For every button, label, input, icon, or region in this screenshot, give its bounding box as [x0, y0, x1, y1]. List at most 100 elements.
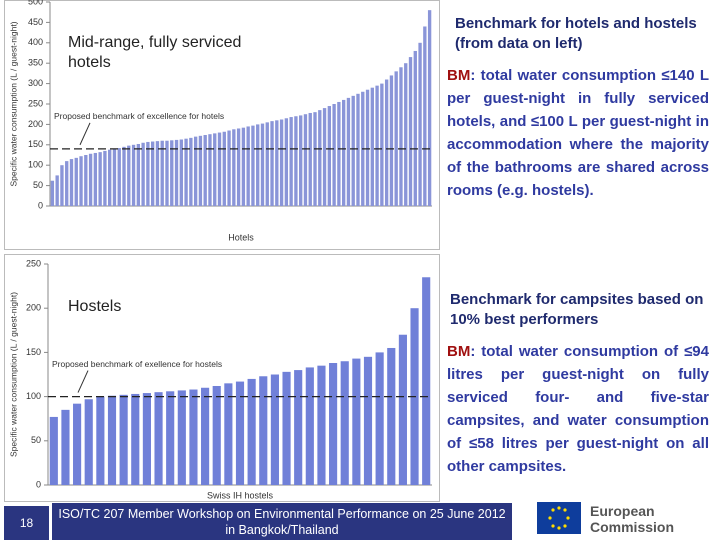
bar [103, 150, 107, 206]
bar [299, 115, 303, 206]
bar [279, 119, 284, 206]
bar [427, 10, 432, 206]
bar [222, 131, 226, 206]
bar [117, 148, 121, 206]
bar [259, 376, 268, 485]
x-axis-label: Hotels [228, 232, 254, 242]
bar [154, 392, 163, 485]
bar [337, 101, 341, 206]
bar [201, 387, 210, 485]
bar [136, 143, 141, 206]
bar [88, 153, 93, 206]
bar [404, 63, 408, 207]
bar [79, 156, 83, 206]
bm-label: BM [447, 343, 471, 360]
bar [275, 120, 279, 206]
bar [150, 141, 155, 206]
x-axis-label: Swiss IH hostels [207, 490, 274, 500]
y-tick-label: 50 [33, 180, 43, 190]
bar [399, 67, 403, 206]
bar [327, 106, 332, 206]
bar [189, 389, 198, 485]
bar [346, 97, 351, 206]
bar [270, 374, 279, 485]
bar [398, 334, 407, 485]
bar [289, 117, 293, 206]
bar [50, 180, 55, 206]
bar [189, 137, 193, 206]
bar [208, 134, 212, 206]
bar [256, 124, 260, 206]
y-axis-label: Specific water consumption (L / guest-ni… [8, 292, 18, 457]
bar [384, 79, 389, 206]
bar [107, 395, 117, 485]
eu-flag [537, 502, 581, 534]
bar [418, 42, 422, 206]
bar [387, 347, 396, 485]
chart-title: Mid-range, fully serviced hotels [68, 34, 242, 71]
bar [375, 85, 379, 206]
bar [93, 152, 98, 206]
bar [165, 140, 169, 206]
bar [141, 142, 145, 206]
bar [413, 50, 417, 207]
bar [142, 393, 151, 485]
bar [127, 145, 131, 206]
bar [55, 175, 59, 206]
bar [49, 416, 58, 485]
bar [423, 26, 427, 207]
chart-frame [4, 254, 440, 502]
bar [61, 409, 70, 485]
y-tick-label: 250 [28, 98, 43, 108]
y-tick-label: 250 [26, 258, 41, 268]
chart-title: Hostels [68, 298, 122, 315]
bar [317, 365, 326, 485]
bar [380, 83, 384, 206]
bar [174, 139, 179, 206]
bar [131, 393, 140, 485]
y-tick-label: 500 [28, 0, 43, 6]
bm-text: : total water consumption of ≤94 litres … [447, 343, 709, 475]
bar [282, 371, 291, 485]
bar [329, 363, 338, 485]
bar [96, 396, 105, 485]
bar [294, 116, 298, 206]
bar [69, 159, 74, 206]
logo-text: European Commission [590, 503, 675, 535]
bar [389, 75, 394, 206]
bar [365, 89, 370, 206]
bar [352, 358, 361, 485]
benchmark-label: Proposed benchmark of excellence for hot… [54, 111, 224, 121]
bar [84, 155, 88, 206]
bar [146, 141, 150, 206]
y-tick-label: 150 [26, 347, 41, 357]
bar [340, 361, 349, 485]
heading: Benchmark for hotels and hostels (from d… [455, 15, 697, 52]
bar [422, 277, 431, 485]
bm-label: BM [447, 67, 471, 84]
bar [246, 126, 250, 206]
bar [73, 403, 82, 485]
y-tick-label: 350 [28, 58, 43, 68]
bm-text: : total water consumption ≤140 L per gue… [447, 67, 709, 199]
bar [408, 57, 413, 206]
bar [370, 87, 374, 206]
bar [356, 93, 360, 206]
y-tick-label: 0 [38, 200, 43, 210]
benchmark-label: Proposed benchmark of exellence for host… [52, 359, 222, 369]
bar [160, 140, 164, 206]
bar [84, 399, 93, 485]
bar [247, 378, 256, 485]
bar [108, 149, 112, 206]
bar [166, 391, 175, 485]
bar [177, 390, 186, 485]
bar [284, 118, 289, 206]
bar [241, 127, 246, 206]
slide-number: 18 [4, 506, 49, 540]
bar [170, 140, 174, 206]
bar [351, 95, 355, 206]
bar [270, 121, 274, 206]
y-axis-label: Specific water consumption (L / guest-ni… [8, 21, 18, 186]
bar [227, 130, 231, 206]
